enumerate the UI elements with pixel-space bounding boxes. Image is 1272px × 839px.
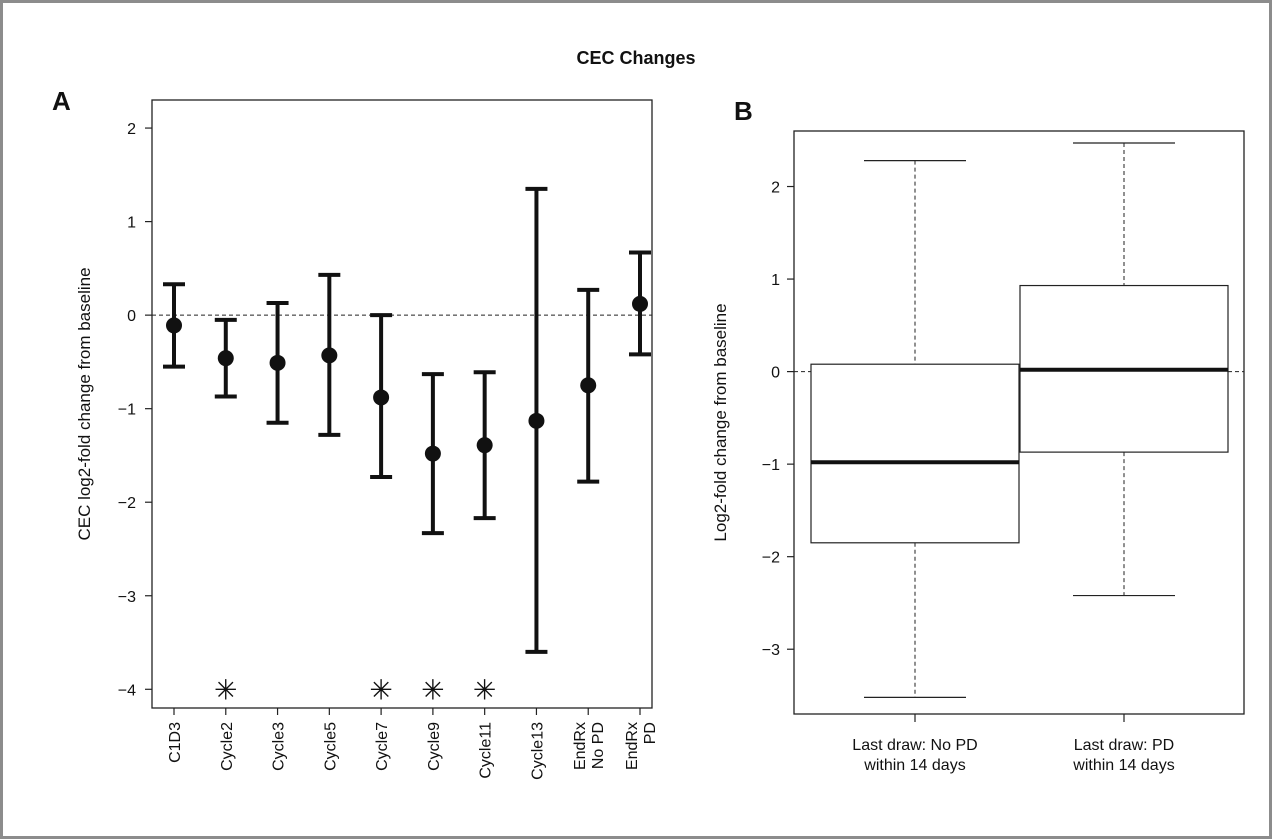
panel-a-y-tick-label: −1 (118, 402, 136, 419)
panel-a-plot-area (151, 99, 653, 709)
panel-a-x-tick-label: EndRx (624, 722, 641, 770)
panel-a-y-tick-label: −2 (118, 495, 136, 512)
panel-a-y-tick-label: 1 (127, 215, 136, 232)
panel-b-label: B (734, 96, 753, 126)
panel-b-plot-area (793, 130, 1245, 715)
panel-a-significance-marker: ✳ (369, 673, 392, 706)
panel-a-point (217, 350, 234, 367)
panel-b: B −3 −2 −1 0 1 2 Last draw: No PD within 14 day… (711, 96, 1245, 774)
panel-a-y-tick-label: −3 (118, 589, 136, 606)
panel-a-point (269, 354, 286, 371)
panel-b-y-tick-label: 0 (771, 365, 780, 382)
panel-a-label: A (52, 86, 71, 116)
panel-b-y-tick-label: −3 (762, 642, 780, 659)
panel-a-x-tick-label: Cycle13 (529, 722, 546, 780)
panel-a-x-tick-label: Cycle7 (374, 722, 391, 771)
panel-a-point (321, 347, 338, 364)
panel-b-x-tick-label: Last draw: PD (1074, 737, 1174, 754)
panel-b-y-tick-label: −2 (762, 550, 780, 567)
panel-a-marks: −4 −3 −2 −1 0 1 2 C1D3 ✳ Cycle2 Cycle3 Cycle5 ✳ Cycle… (118, 121, 659, 780)
panel-a-y-axis-label: CEC log2-fold change from baseline (75, 267, 94, 540)
panel-a-x-tick-label: EndRx (572, 722, 589, 770)
panel-a-point (632, 295, 648, 312)
panel-a-y-tick-label: 2 (127, 121, 136, 138)
panel-a-x-tick-label: No PD (590, 722, 607, 769)
panel-a-point (166, 317, 182, 334)
panel-b-x-tick-label: Last draw: No PD (852, 737, 977, 754)
panel-a-significance-marker: ✳ (473, 673, 496, 706)
panel-a-point (580, 377, 597, 394)
panel-b-y-axis-label: Log2-fold change from baseline (711, 303, 730, 541)
panel-a-x-tick-label: Cycle3 (271, 722, 288, 771)
panel-a-point (528, 412, 545, 429)
panel-a-x-tick-label: Cycle2 (219, 722, 236, 771)
panel-a-point (373, 389, 390, 406)
panel-a-significance-marker: ✳ (214, 673, 237, 706)
panel-a-y-tick-label: −4 (118, 682, 136, 699)
panel-b-box (810, 363, 1020, 544)
panel-a-x-tick-label: C1D3 (167, 722, 184, 763)
panel-a-x-tick-label: Cycle9 (426, 722, 443, 771)
panel-a-point (424, 445, 441, 462)
panel-b-y-tick-label: 2 (771, 180, 780, 197)
panel-a-x-tick-label: Cycle5 (322, 722, 339, 771)
panel-b-y-tick-label: −1 (762, 457, 780, 474)
panel-a-x-tick-label: Cycle11 (478, 722, 495, 779)
panel-b-marks: −3 −2 −1 0 1 2 Last draw: No PD within 14 days L… (762, 142, 1244, 774)
panel-b-x-tick-label: within 14 days (1072, 757, 1174, 774)
panel-b-x-tick-label: within 14 days (863, 757, 965, 774)
figure-title: CEC Changes (576, 48, 695, 68)
panel-a-point (476, 437, 493, 454)
panel-a-x-tick-label: PD (642, 722, 659, 744)
panel-a: A −4 −3 −2 −1 0 1 2 C1D3 ✳ Cycle2 Cycle3 Cycle5 ✳ Cyc… (52, 86, 659, 780)
panel-a-y-tick-label: 0 (127, 308, 136, 325)
panel-a-significance-marker: ✳ (421, 673, 444, 706)
panel-b-y-tick-label: 1 (771, 272, 780, 289)
